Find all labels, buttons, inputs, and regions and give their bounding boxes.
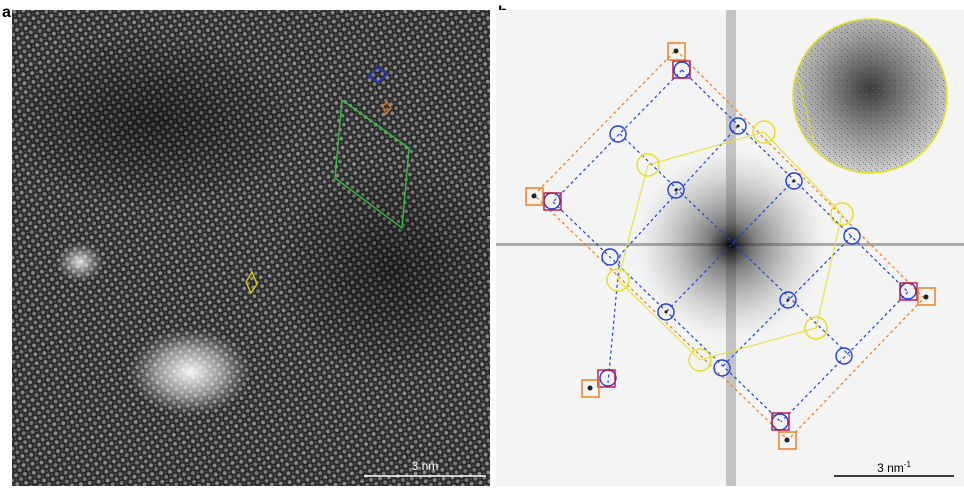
bright-defect [128, 328, 252, 416]
yellow-unit-cell [245, 270, 258, 295]
stm-image-panel: 3 nm [12, 10, 490, 486]
inset-connector [796, 73, 817, 151]
orange-unit-cell [382, 100, 392, 116]
fft-panel: 3 nm-1 [496, 10, 964, 486]
inset-image [792, 18, 948, 174]
yellow-lines [617, 131, 843, 361]
scale-bar-label: 3 nm-1 [877, 460, 911, 475]
blue-unit-cell [366, 67, 390, 83]
green-unit-cell [334, 98, 410, 230]
fft-spots [531, 48, 929, 443]
dark-region [272, 160, 490, 380]
scale-bar-label: 3 nm [412, 459, 439, 473]
red-squares [543, 60, 918, 431]
panel-a-label: a [2, 4, 11, 21]
yellow-spots [606, 120, 854, 372]
orange-squares [525, 42, 936, 450]
dark-region [12, 30, 302, 210]
small-bright-defect [56, 242, 104, 282]
